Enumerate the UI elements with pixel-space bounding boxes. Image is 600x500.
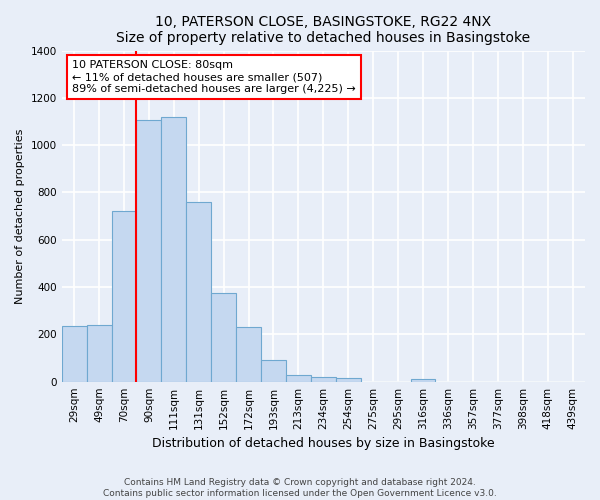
Bar xyxy=(311,377,336,382)
Bar xyxy=(336,378,361,382)
Bar xyxy=(410,380,436,382)
Bar xyxy=(136,120,161,382)
Bar xyxy=(112,212,136,382)
Bar xyxy=(62,326,86,382)
Bar xyxy=(161,117,186,382)
Bar xyxy=(86,325,112,382)
Y-axis label: Number of detached properties: Number of detached properties xyxy=(15,128,25,304)
Text: Contains HM Land Registry data © Crown copyright and database right 2024.
Contai: Contains HM Land Registry data © Crown c… xyxy=(103,478,497,498)
Bar xyxy=(236,328,261,382)
Bar xyxy=(186,202,211,382)
Title: 10, PATERSON CLOSE, BASINGSTOKE, RG22 4NX
Size of property relative to detached : 10, PATERSON CLOSE, BASINGSTOKE, RG22 4N… xyxy=(116,15,530,45)
Bar xyxy=(261,360,286,382)
Bar xyxy=(286,374,311,382)
Text: 10 PATERSON CLOSE: 80sqm
← 11% of detached houses are smaller (507)
89% of semi-: 10 PATERSON CLOSE: 80sqm ← 11% of detach… xyxy=(72,60,356,94)
X-axis label: Distribution of detached houses by size in Basingstoke: Distribution of detached houses by size … xyxy=(152,437,494,450)
Bar xyxy=(211,293,236,382)
